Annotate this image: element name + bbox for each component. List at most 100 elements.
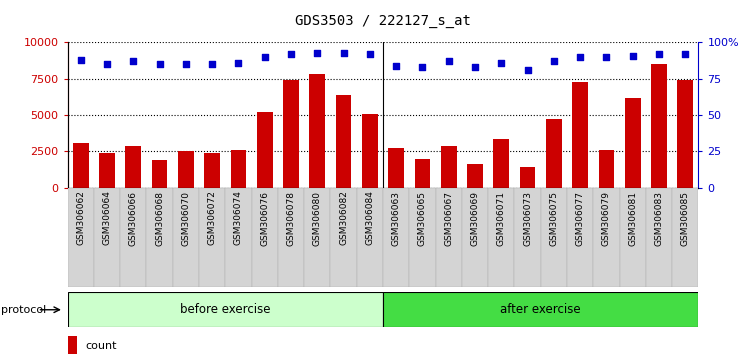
Bar	[231, 150, 246, 188]
Point	[154, 62, 166, 67]
Bar	[567, 188, 593, 287]
Bar	[125, 145, 141, 188]
Point	[180, 62, 192, 67]
Text: after exercise: after exercise	[500, 303, 581, 316]
Point	[338, 50, 350, 56]
Bar	[541, 188, 567, 287]
Point	[101, 62, 113, 67]
Bar	[646, 188, 672, 287]
Text: GSM306068: GSM306068	[155, 190, 164, 246]
Text: GDS3503 / 222127_s_at: GDS3503 / 222127_s_at	[295, 14, 471, 28]
Text: GSM306083: GSM306083	[655, 190, 663, 246]
Text: GSM306075: GSM306075	[550, 190, 558, 246]
Bar	[120, 188, 146, 287]
Text: GSM306066: GSM306066	[129, 190, 137, 246]
Bar	[178, 152, 194, 188]
Bar	[546, 119, 562, 188]
Bar	[625, 98, 641, 188]
Text: GSM306074: GSM306074	[234, 190, 243, 245]
Point	[128, 58, 140, 64]
Point	[233, 60, 245, 65]
Point	[364, 51, 376, 57]
Bar	[514, 188, 541, 287]
Bar	[173, 188, 199, 287]
Text: GSM306084: GSM306084	[366, 190, 374, 245]
Bar	[336, 95, 351, 188]
Bar	[68, 336, 77, 354]
Bar	[493, 139, 509, 188]
Bar	[677, 80, 693, 188]
Bar	[415, 159, 430, 188]
Bar	[520, 167, 535, 188]
Bar	[593, 188, 620, 287]
Bar	[278, 188, 304, 287]
Text: GSM306071: GSM306071	[497, 190, 505, 246]
Text: GSM306069: GSM306069	[471, 190, 479, 246]
Point	[469, 64, 481, 70]
Point	[496, 60, 508, 65]
Bar	[204, 153, 220, 188]
Bar	[488, 188, 514, 287]
Text: GSM306062: GSM306062	[77, 190, 85, 245]
Bar	[572, 82, 588, 188]
Bar	[599, 150, 614, 188]
Bar	[152, 160, 167, 188]
Bar	[436, 188, 462, 287]
Point	[548, 58, 560, 64]
Bar	[362, 114, 378, 188]
Bar	[388, 148, 404, 188]
Point	[312, 50, 324, 56]
Text: GSM306080: GSM306080	[313, 190, 321, 246]
Text: protocol: protocol	[1, 305, 46, 315]
Text: GSM306072: GSM306072	[208, 190, 216, 245]
Bar	[68, 292, 383, 327]
Point	[653, 51, 665, 57]
Bar	[225, 188, 252, 287]
Bar	[73, 143, 89, 188]
Bar	[146, 188, 173, 287]
Bar	[620, 188, 646, 287]
Bar	[68, 188, 94, 287]
Text: GSM306076: GSM306076	[261, 190, 269, 246]
Bar	[199, 188, 225, 287]
Text: GSM306079: GSM306079	[602, 190, 611, 246]
Point	[391, 63, 403, 69]
Point	[601, 54, 613, 60]
Bar	[304, 188, 330, 287]
Text: GSM306085: GSM306085	[681, 190, 689, 246]
Point	[416, 64, 428, 70]
Point	[626, 53, 638, 58]
Point	[521, 67, 533, 73]
Point	[75, 57, 87, 63]
Bar	[467, 164, 483, 188]
Point	[443, 58, 455, 64]
Bar	[330, 188, 357, 287]
Text: GSM306081: GSM306081	[629, 190, 637, 246]
Text: GSM306082: GSM306082	[339, 190, 348, 245]
Bar	[252, 188, 278, 287]
Bar	[409, 188, 436, 287]
Point	[679, 51, 691, 57]
Point	[575, 54, 587, 60]
Point	[206, 62, 219, 67]
Bar	[383, 188, 409, 287]
Bar	[99, 153, 115, 188]
Text: GSM306078: GSM306078	[287, 190, 295, 246]
Text: GSM306064: GSM306064	[103, 190, 111, 245]
Bar	[651, 64, 667, 188]
Bar	[441, 146, 457, 188]
Bar	[309, 74, 325, 188]
Text: GSM306077: GSM306077	[576, 190, 584, 246]
Bar	[257, 112, 273, 188]
Text: GSM306063: GSM306063	[392, 190, 400, 246]
Text: GSM306065: GSM306065	[418, 190, 427, 246]
Text: GSM306070: GSM306070	[182, 190, 190, 246]
Text: GSM306073: GSM306073	[523, 190, 532, 246]
Bar	[357, 188, 383, 287]
Point	[285, 51, 297, 57]
Bar	[383, 292, 698, 327]
Bar	[94, 188, 120, 287]
Bar	[283, 80, 299, 188]
Point	[258, 54, 271, 60]
Bar	[672, 188, 698, 287]
